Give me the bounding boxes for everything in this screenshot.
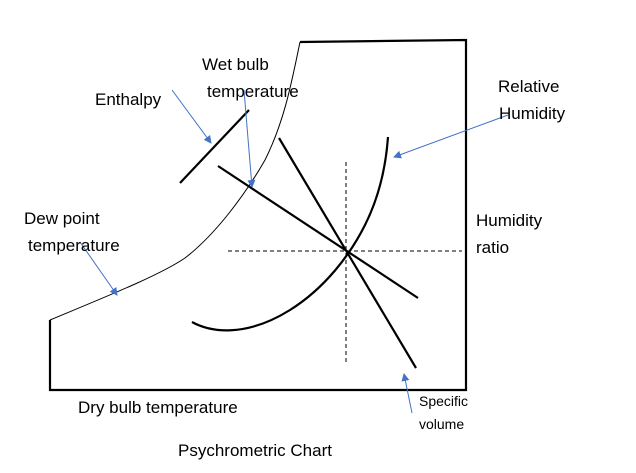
wet-bulb-label-line1: Wet bulb	[202, 55, 269, 74]
wet-bulb-arrow	[243, 89, 256, 188]
specific-volume-label-line2: volume	[419, 416, 464, 432]
dry-bulb-label: Dry bulb temperature	[78, 398, 238, 417]
humidity-ratio-label-line1: Humidity	[476, 211, 543, 230]
relative-humidity-curve	[191, 136, 390, 332]
dew-point-label-line1: Dew point	[24, 209, 100, 228]
enthalpy-arrow	[171, 89, 212, 144]
chart-outline	[48, 38, 468, 392]
relative-humidity-arrow	[393, 114, 509, 159]
wet-bulb-line	[217, 165, 419, 299]
saturation-curve	[49, 41, 301, 321]
enthalpy-line	[179, 109, 250, 184]
relative-humidity-label-line1: Relative	[498, 77, 559, 96]
dew-point-arrow	[79, 241, 118, 296]
specific-volume-arrow	[401, 373, 413, 414]
diagram-caption: Psychrometric Chart	[178, 441, 332, 460]
dew-point-label-line2: temperature	[28, 236, 120, 255]
enthalpy-label: Enthalpy	[95, 90, 162, 109]
humidity-ratio-label-line2: ratio	[476, 238, 509, 257]
specific-volume-label-line1: Specific	[419, 393, 468, 409]
wet-bulb-label-line2: temperature	[207, 82, 299, 101]
relative-humidity-label-line2: Humidity	[499, 104, 566, 123]
